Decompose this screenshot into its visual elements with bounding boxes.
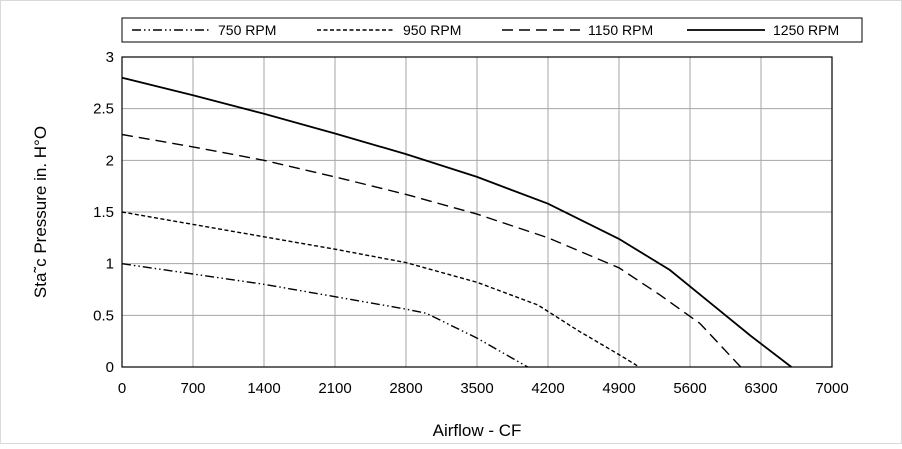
y-axis-title: Sta˜c Pressure in. H°O <box>31 126 50 298</box>
y-tick-label: 3 <box>106 49 114 66</box>
x-tick-label: 6300 <box>744 380 777 397</box>
x-tick-label: 700 <box>180 380 205 397</box>
x-tick-label: 0 <box>118 380 126 397</box>
x-tick-label: 4200 <box>531 380 564 397</box>
legend-label: 1150 RPM <box>588 22 653 38</box>
x-tick-label: 2800 <box>389 380 422 397</box>
legend-label: 950 RPM <box>403 22 461 38</box>
x-axis-ticks: 0 700 1400 2100 2800 3500 4200 4900 5600 6300 7000 <box>118 380 849 397</box>
series-line-1150-rpm <box>121 133 742 368</box>
x-tick-label: 4900 <box>602 380 635 397</box>
legend-label: 1250 RPM <box>773 22 839 38</box>
x-axis-title: Airflow - CF <box>433 421 522 440</box>
x-tick-label: 5600 <box>673 380 706 397</box>
y-axis-ticks: 0 0.5 1 1.5 2 2.5 3 <box>93 49 114 376</box>
series-layer <box>121 76 792 368</box>
y-tick-label: 0.5 <box>93 307 114 324</box>
y-tick-label: 1 <box>106 256 114 273</box>
y-tick-label: 0 <box>106 359 114 376</box>
y-tick-label: 2 <box>106 152 114 169</box>
x-tick-label: 1400 <box>247 380 280 397</box>
series-line-1250-rpm <box>121 76 792 368</box>
y-tick-label: 1.5 <box>93 204 114 221</box>
legend-label: 750 RPM <box>218 22 276 38</box>
x-tick-label: 2100 <box>318 380 351 397</box>
legend: 750 RPM 950 RPM 1150 RPM 1250 RPM <box>121 17 863 43</box>
y-tick-label: 2.5 <box>93 101 114 118</box>
x-tick-label: 3500 <box>460 380 493 397</box>
series-line-950-rpm <box>121 211 640 368</box>
x-tick-label: 7000 <box>815 380 848 397</box>
